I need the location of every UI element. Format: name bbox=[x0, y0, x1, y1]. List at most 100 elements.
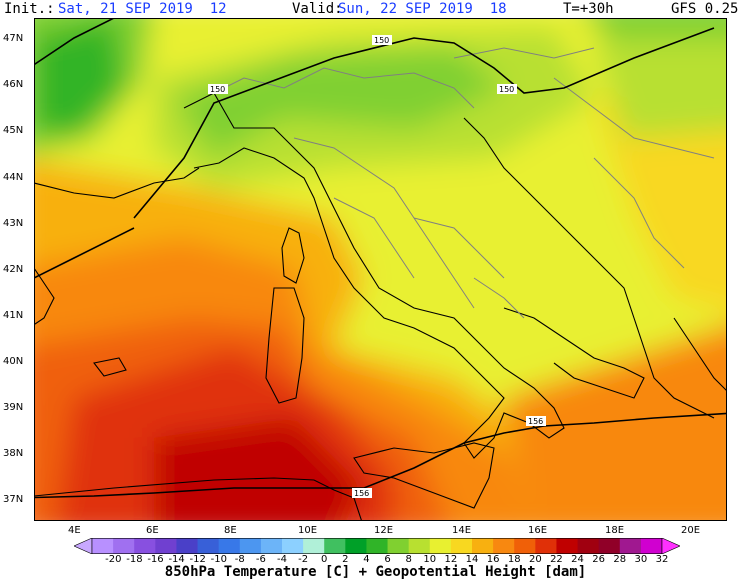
colorbar-tick-label: -6 bbox=[255, 554, 266, 565]
colorbar-swatch bbox=[218, 538, 241, 554]
colorbar-swatch bbox=[134, 538, 156, 554]
colorbar-swatch bbox=[92, 538, 114, 554]
init-label: Init.: bbox=[4, 1, 55, 17]
colorbar-swatch bbox=[155, 538, 177, 554]
lat-label: 47N bbox=[3, 33, 24, 44]
lat-label: 45N bbox=[3, 125, 24, 136]
colorbar-tick-label: 4 bbox=[363, 554, 370, 565]
colorbar-tick-label: -8 bbox=[234, 554, 245, 565]
init-value: Sat, 21 SEP 2019 12 bbox=[58, 1, 227, 17]
colorbar-swatch bbox=[535, 538, 557, 554]
contour-labels: 150 150 150 156 156 bbox=[208, 35, 546, 498]
colorbar-tick-label: 12 bbox=[444, 554, 458, 565]
temp-band-light-north-east bbox=[594, 38, 727, 138]
lat-label: 39N bbox=[3, 402, 24, 413]
colorbar-swatch bbox=[556, 538, 579, 554]
contour-label: 156 bbox=[354, 489, 369, 498]
colorbar-swatch bbox=[366, 538, 389, 554]
colorbar-swatch bbox=[640, 538, 663, 554]
lon-label: 16E bbox=[528, 525, 548, 536]
lat-label: 40N bbox=[3, 356, 24, 367]
model-name: GFS 0.25 bbox=[671, 1, 739, 17]
map-caption: 850hPa Temperature [C] + Geopotential He… bbox=[164, 564, 587, 580]
temp-band-green-core bbox=[34, 18, 124, 138]
temp-band-orange-east bbox=[594, 81, 727, 312]
colorbar-swatch bbox=[282, 538, 304, 554]
colorbar-swatch bbox=[408, 538, 431, 554]
contour-label: 156 bbox=[528, 417, 543, 426]
temperature-map: 150 150 150 156 156 bbox=[34, 18, 727, 521]
lat-label: 37N bbox=[3, 494, 24, 505]
colorbar-swatch bbox=[113, 538, 135, 554]
colorbar-tick-label: 16 bbox=[486, 554, 500, 565]
contour-label: 150 bbox=[499, 85, 514, 94]
colorbar-tick-label: -10 bbox=[210, 554, 227, 565]
lat-label: 38N bbox=[3, 448, 24, 459]
colorbar-tick-label: 0 bbox=[321, 554, 328, 565]
colorbar-swatch bbox=[429, 538, 452, 554]
lon-label: 18E bbox=[605, 525, 625, 536]
temperature-field bbox=[34, 18, 727, 521]
colorbar-tick-label: -18 bbox=[126, 554, 143, 565]
colorbar-tick-label: 26 bbox=[592, 554, 606, 565]
coastlines bbox=[34, 92, 727, 521]
height-contours bbox=[34, 18, 727, 499]
colorbar-tick-label: 30 bbox=[634, 554, 648, 565]
colorbar-swatch bbox=[577, 538, 600, 554]
colorbar-tick-label: -4 bbox=[277, 554, 287, 565]
contour-label: 150 bbox=[374, 36, 389, 45]
temperature-colorbar bbox=[74, 538, 680, 554]
colorbar-arrow-left bbox=[74, 538, 93, 554]
colorbar-tick-label: -16 bbox=[147, 554, 164, 565]
colorbar-tick-label: -12 bbox=[189, 554, 206, 565]
lon-label: 8E bbox=[224, 525, 237, 536]
colorbar-swatch bbox=[598, 538, 621, 554]
colorbar-swatch bbox=[619, 538, 642, 554]
colorbar-tick-label: 22 bbox=[550, 554, 563, 565]
lead-time: T=+30h bbox=[563, 1, 614, 17]
lat-label: 41N bbox=[3, 310, 24, 321]
colorbar-tick-label: 20 bbox=[528, 554, 542, 565]
temp-band-orange-south-east bbox=[504, 326, 727, 521]
colorbar-swatch bbox=[472, 538, 494, 554]
lat-label: 44N bbox=[3, 172, 24, 183]
temp-band-24 bbox=[154, 418, 364, 521]
colorbar-tick-label: 8 bbox=[405, 554, 412, 565]
colorbar-tick-label: -2 bbox=[298, 554, 309, 565]
colorbar-tick-label: -14 bbox=[168, 554, 185, 565]
colorbar-swatch bbox=[303, 538, 325, 554]
colorbar-tick-label: 28 bbox=[613, 554, 627, 565]
colorbar-swatch bbox=[387, 538, 410, 554]
lon-label: 10E bbox=[298, 525, 318, 536]
colorbar-tick-label: 18 bbox=[507, 554, 521, 565]
colorbar-swatch bbox=[345, 538, 367, 554]
country-borders bbox=[213, 47, 715, 319]
lat-label: 46N bbox=[3, 79, 24, 90]
colorbar-swatch bbox=[324, 538, 346, 554]
valid-value: Sun, 22 SEP 2019 18 bbox=[338, 1, 507, 17]
lon-label: 4E bbox=[68, 525, 81, 536]
colorbar-tick-label: 32 bbox=[655, 554, 669, 565]
colorbar-swatch bbox=[197, 538, 220, 554]
colorbar-tick-label: 10 bbox=[423, 554, 437, 565]
colorbar-tick-label: 14 bbox=[465, 554, 479, 565]
colorbar-swatch bbox=[176, 538, 199, 554]
colorbar-tick-label: 6 bbox=[384, 554, 391, 565]
colorbar-tick-label: 24 bbox=[571, 554, 584, 565]
colorbar-arrow-right bbox=[661, 538, 680, 554]
lon-label: 20E bbox=[681, 525, 701, 536]
colorbar-tick-label: 2 bbox=[342, 554, 349, 565]
colorbar-swatch bbox=[450, 538, 473, 554]
contour-label: 150 bbox=[210, 85, 225, 94]
lon-label: 6E bbox=[146, 525, 159, 536]
colorbar-swatch bbox=[260, 538, 283, 554]
lon-label: 12E bbox=[374, 525, 394, 536]
colorbar-swatch bbox=[239, 538, 262, 554]
colorbar-swatch bbox=[514, 538, 536, 554]
lat-label: 42N bbox=[3, 264, 24, 275]
lon-label: 14E bbox=[452, 525, 472, 536]
lat-label: 43N bbox=[3, 218, 24, 229]
valid-label: Valid: bbox=[292, 1, 343, 17]
colorbar-swatch bbox=[493, 538, 515, 554]
colorbar-tick-label: -20 bbox=[105, 554, 122, 565]
